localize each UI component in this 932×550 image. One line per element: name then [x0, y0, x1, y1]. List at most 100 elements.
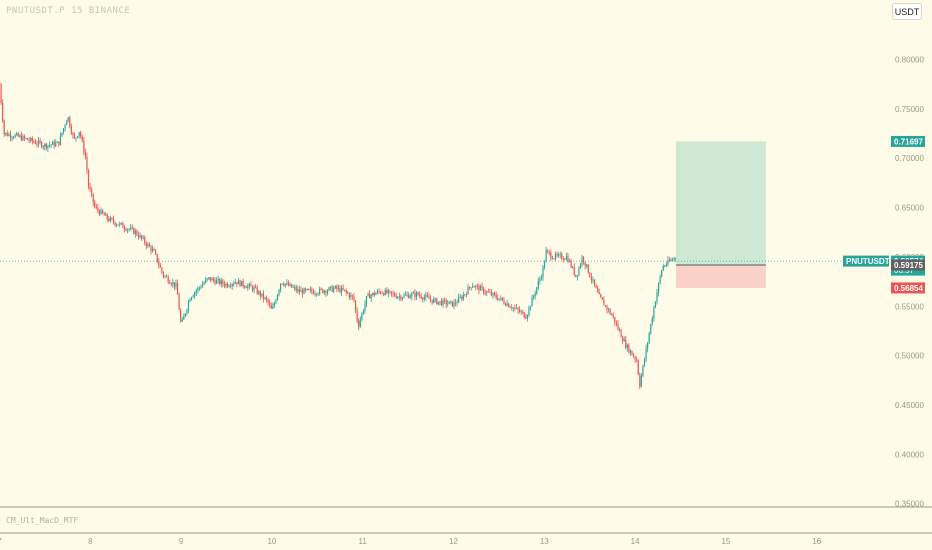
candle-body [189, 299, 191, 302]
candle-body [445, 300, 447, 305]
candle-body [422, 298, 424, 300]
time-tick-label: 12 [449, 537, 458, 546]
candle-body [45, 143, 47, 149]
candle-body [270, 304, 272, 309]
candle-body [233, 283, 235, 285]
candle-body [244, 286, 246, 288]
candle-body [387, 290, 389, 294]
candle-body [47, 145, 49, 149]
candle-body [44, 143, 46, 147]
candle-body [303, 288, 305, 294]
candle-body [336, 286, 338, 289]
candle-body [131, 227, 133, 229]
candle-body [70, 126, 72, 134]
candle-body [78, 132, 80, 137]
indicator-label[interactable]: CM_Ult_MacD_MTF [6, 516, 79, 525]
candle-body [411, 293, 413, 297]
candle-body [108, 219, 110, 222]
candle-body [212, 278, 215, 281]
candle-body [76, 136, 79, 138]
candle-body [628, 344, 630, 353]
candle-body [122, 223, 124, 228]
candle-body [450, 301, 452, 303]
candle-body [493, 292, 496, 295]
candle-body [540, 277, 543, 279]
candle-body [339, 287, 341, 293]
candle-body [529, 306, 532, 308]
candle-body [520, 311, 522, 313]
candle-body [117, 224, 119, 226]
candle-body [600, 294, 602, 298]
price-tick-label: 0.65000 [895, 204, 924, 213]
candle-body [551, 258, 553, 259]
candle-body [461, 296, 463, 300]
candle-body [141, 235, 143, 239]
candle-body [459, 296, 461, 298]
candle-body [284, 283, 286, 286]
price-axis: 0.800000.750000.700000.650000.600000.550… [843, 56, 925, 509]
candle-body [465, 294, 468, 295]
candle-body [226, 283, 229, 287]
candle-body [472, 286, 474, 288]
candle-body [58, 141, 60, 145]
candle-body [431, 299, 433, 303]
candle-body [114, 222, 116, 225]
candle-body [653, 307, 655, 319]
candle-body [440, 300, 443, 305]
candle-body [41, 142, 43, 148]
candle-body [623, 339, 625, 342]
candle-body [267, 299, 269, 303]
candle-body [53, 141, 55, 147]
candle-body [205, 279, 207, 283]
candle-body [362, 310, 364, 314]
candle-body [239, 280, 241, 287]
candle-body [151, 249, 154, 251]
candle-body [394, 293, 396, 297]
candle-body [8, 134, 10, 136]
candle-body [12, 137, 15, 139]
candle-body [95, 206, 97, 208]
candle-body [287, 282, 290, 286]
candle-body [395, 296, 397, 298]
candle-body [197, 287, 199, 291]
candle-body [586, 264, 588, 266]
candle-body [162, 272, 165, 277]
candle-body [98, 210, 101, 215]
time-tick-label: 15 [721, 537, 730, 546]
candle-body [564, 259, 566, 261]
candle-body [192, 295, 194, 298]
candle-body [67, 117, 69, 121]
candle-body [280, 283, 282, 290]
candle-body [356, 309, 358, 322]
candle-body [351, 295, 354, 297]
candle-body [265, 297, 268, 300]
candle-body [37, 140, 40, 145]
currency-button[interactable]: USDT [892, 3, 922, 20]
candle-body [242, 280, 244, 287]
candle-body [589, 272, 591, 277]
candle-body [220, 280, 222, 284]
candle-body [56, 141, 58, 143]
time-tick-label: 11 [359, 537, 368, 546]
candle-body [425, 295, 427, 298]
candle-body [548, 251, 550, 253]
candle-body [436, 298, 438, 305]
candle-body [203, 282, 205, 285]
candle-body [187, 301, 190, 310]
candle-body [615, 322, 617, 324]
candle-body [173, 282, 176, 287]
candle-body [612, 315, 614, 318]
candle-body [458, 297, 460, 303]
candle-body [337, 287, 340, 289]
candle-body [323, 290, 325, 293]
candle-body [306, 288, 308, 290]
price-tick-label: 0.70000 [895, 154, 924, 163]
symbol-info: PNUTUSDT.P 15 BINANCE [6, 6, 131, 16]
candle-body [442, 299, 444, 305]
stop-loss-zone[interactable] [675, 265, 766, 288]
candle-body [670, 259, 672, 262]
take-profit-zone[interactable] [675, 141, 766, 266]
candle-body [359, 319, 361, 327]
candle-body [234, 282, 236, 284]
